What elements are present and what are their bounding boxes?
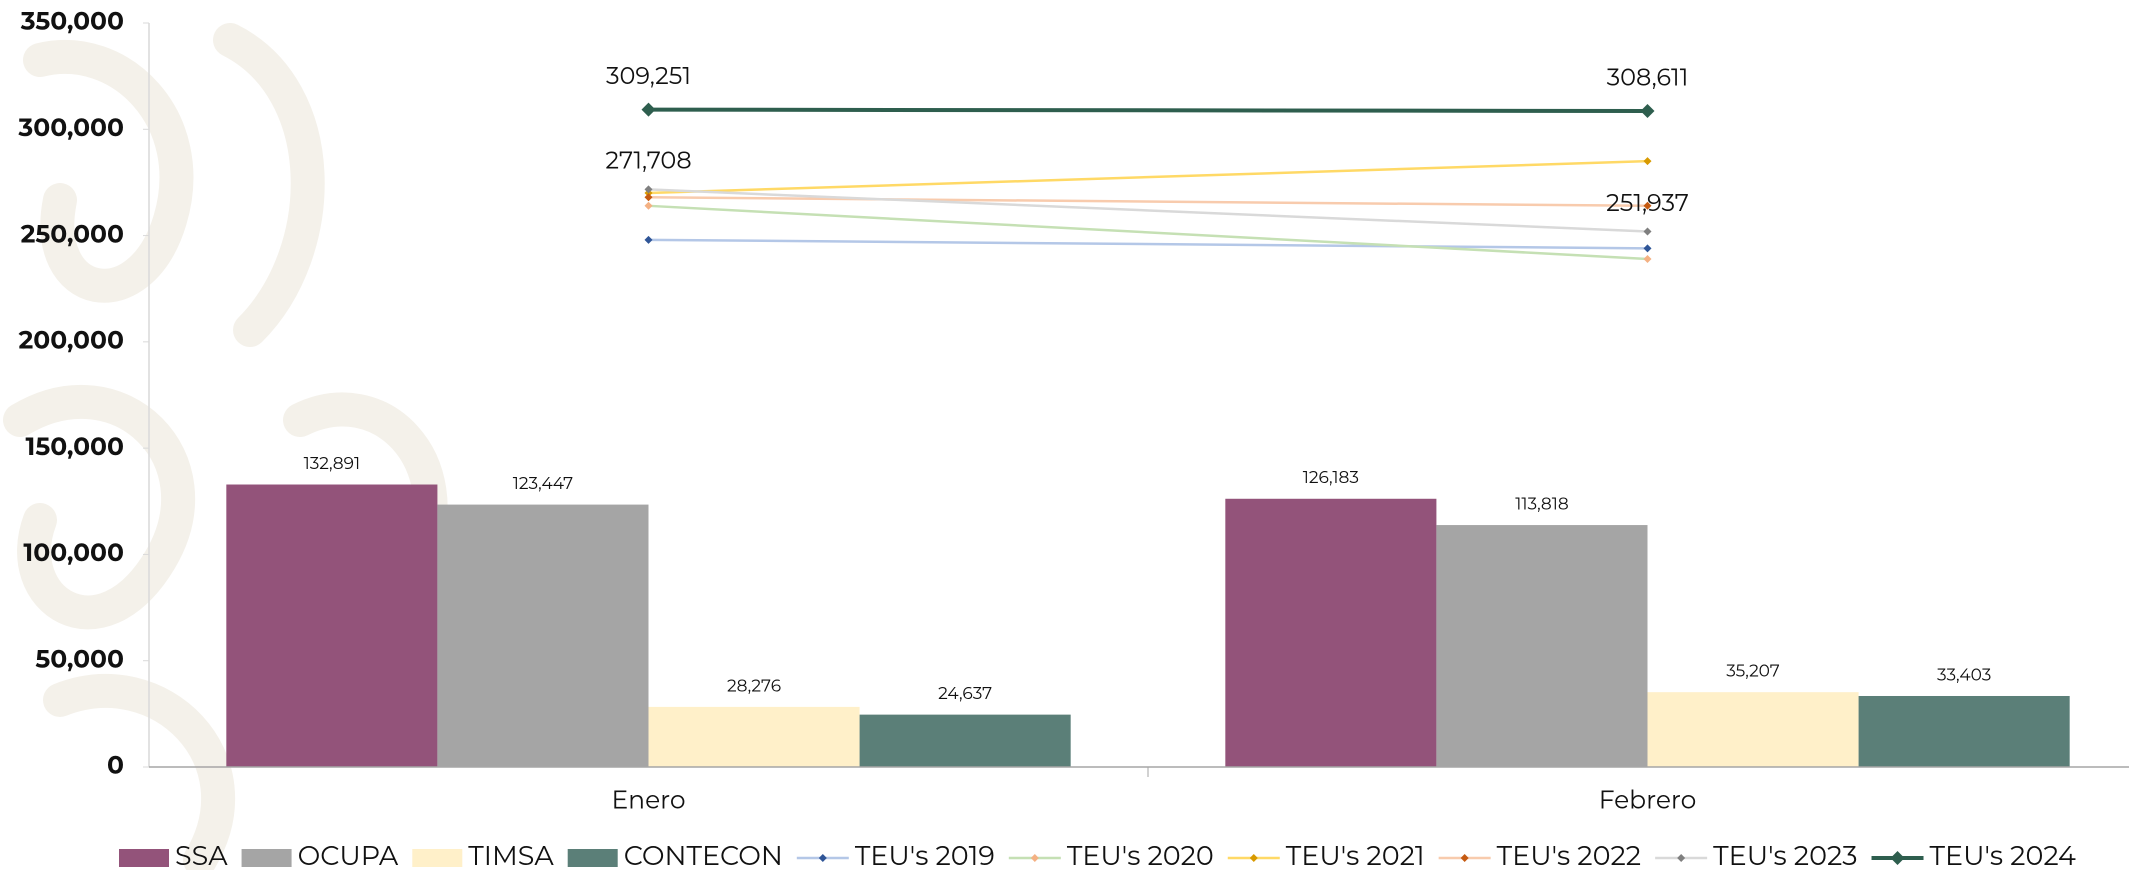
y-tick-label: 300,000 bbox=[17, 113, 124, 143]
x-tick-label: Febrero bbox=[1599, 786, 1697, 816]
bar bbox=[649, 707, 860, 767]
legend-label: TIMSA bbox=[468, 839, 554, 870]
line-marker bbox=[1641, 104, 1655, 118]
legend-item: CONTECON bbox=[568, 839, 783, 870]
legend-marker bbox=[1031, 854, 1039, 862]
legend-swatch bbox=[119, 849, 169, 867]
line bbox=[649, 110, 1648, 111]
bar bbox=[860, 715, 1071, 767]
legend-item: TEU's 2021 bbox=[1228, 839, 1425, 870]
y-tick-label: 100,000 bbox=[23, 538, 124, 568]
legend-marker bbox=[1461, 854, 1469, 862]
legend-marker bbox=[819, 854, 827, 862]
bar-value-label: 35,207 bbox=[1726, 662, 1780, 682]
bar-value-label: 28,276 bbox=[727, 676, 781, 696]
legend-marker bbox=[1250, 854, 1258, 862]
line-value-label: 251,937 bbox=[1606, 189, 1689, 218]
y-tick-label: 200,000 bbox=[18, 326, 124, 356]
legend-label: CONTECON bbox=[624, 839, 783, 870]
page: {"chart_data": { "type": "bar-line", "ca… bbox=[0, 0, 2129, 870]
bg-swirl bbox=[230, 40, 308, 330]
legend-item: TEU's 2023 bbox=[1655, 839, 1857, 870]
line bbox=[649, 240, 1648, 249]
y-tick-label: 50,000 bbox=[35, 644, 124, 674]
bar-value-label: 24,637 bbox=[938, 684, 992, 704]
bar-value-label: 123,447 bbox=[513, 474, 573, 494]
bar bbox=[226, 485, 437, 767]
line-marker bbox=[1644, 157, 1652, 165]
legend-item: TEU's 2022 bbox=[1439, 839, 1641, 870]
line-marker bbox=[642, 103, 656, 117]
y-tick-label: 0 bbox=[107, 751, 124, 781]
bar-value-label: 126,183 bbox=[1303, 468, 1359, 488]
line-marker bbox=[1644, 244, 1652, 252]
line bbox=[649, 189, 1648, 231]
bar bbox=[1225, 499, 1436, 767]
bar bbox=[437, 505, 648, 767]
x-tick-label: Enero bbox=[611, 786, 685, 816]
line-marker bbox=[645, 202, 653, 210]
bar-value-label: 113,818 bbox=[1515, 495, 1569, 515]
legend-swatch bbox=[412, 849, 462, 867]
bar-value-label: 33,403 bbox=[1937, 665, 1991, 685]
line-value-label: 308,611 bbox=[1607, 63, 1689, 92]
bar-value-label: 132,891 bbox=[304, 454, 361, 474]
line-marker bbox=[645, 193, 653, 201]
legend-item: TEU's 2020 bbox=[1009, 839, 1214, 870]
legend-item: OCUPA bbox=[242, 839, 399, 870]
legend-swatch bbox=[568, 849, 618, 867]
legend-item: TEU's 2024 bbox=[1872, 839, 2077, 870]
line-marker bbox=[645, 236, 653, 244]
legend-item: TEU's 2019 bbox=[797, 839, 995, 870]
line-marker bbox=[1644, 255, 1652, 263]
bar bbox=[1859, 696, 2070, 767]
y-tick-label: 350,000 bbox=[20, 7, 124, 37]
line-value-label: 271,708 bbox=[605, 147, 691, 176]
legend-item: SSA bbox=[119, 839, 228, 870]
legend-marker bbox=[1677, 854, 1685, 862]
y-tick-label: 150,000 bbox=[26, 432, 124, 462]
line bbox=[649, 197, 1648, 206]
legend-label: SSA bbox=[175, 839, 228, 870]
legend-label: TEU's 2019 bbox=[855, 839, 995, 870]
legend-label: TEU's 2020 bbox=[1067, 839, 1214, 870]
legend-label: TEU's 2023 bbox=[1713, 839, 1857, 870]
chart: 0 50,000 100,000 150,000 200,000 250,000 300,0… bbox=[0, 0, 2129, 870]
line-value-label: 309,251 bbox=[606, 62, 691, 91]
line bbox=[649, 206, 1648, 259]
bg-swirl bbox=[40, 57, 176, 286]
line-marker bbox=[1644, 227, 1652, 235]
legend-label: TEU's 2022 bbox=[1497, 839, 1641, 870]
legend-label: TEU's 2024 bbox=[1930, 839, 2077, 870]
legend-marker bbox=[1891, 851, 1905, 865]
legend-swatch bbox=[242, 849, 292, 867]
legend-item: TIMSA bbox=[412, 839, 554, 870]
bar bbox=[1436, 525, 1647, 767]
y-tick-label: 250,000 bbox=[21, 219, 124, 249]
legend-label: OCUPA bbox=[298, 839, 399, 870]
line bbox=[649, 161, 1648, 193]
legend-label: TEU's 2021 bbox=[1286, 839, 1425, 870]
bar bbox=[1648, 692, 1859, 767]
bg-swirl bbox=[60, 691, 218, 860]
